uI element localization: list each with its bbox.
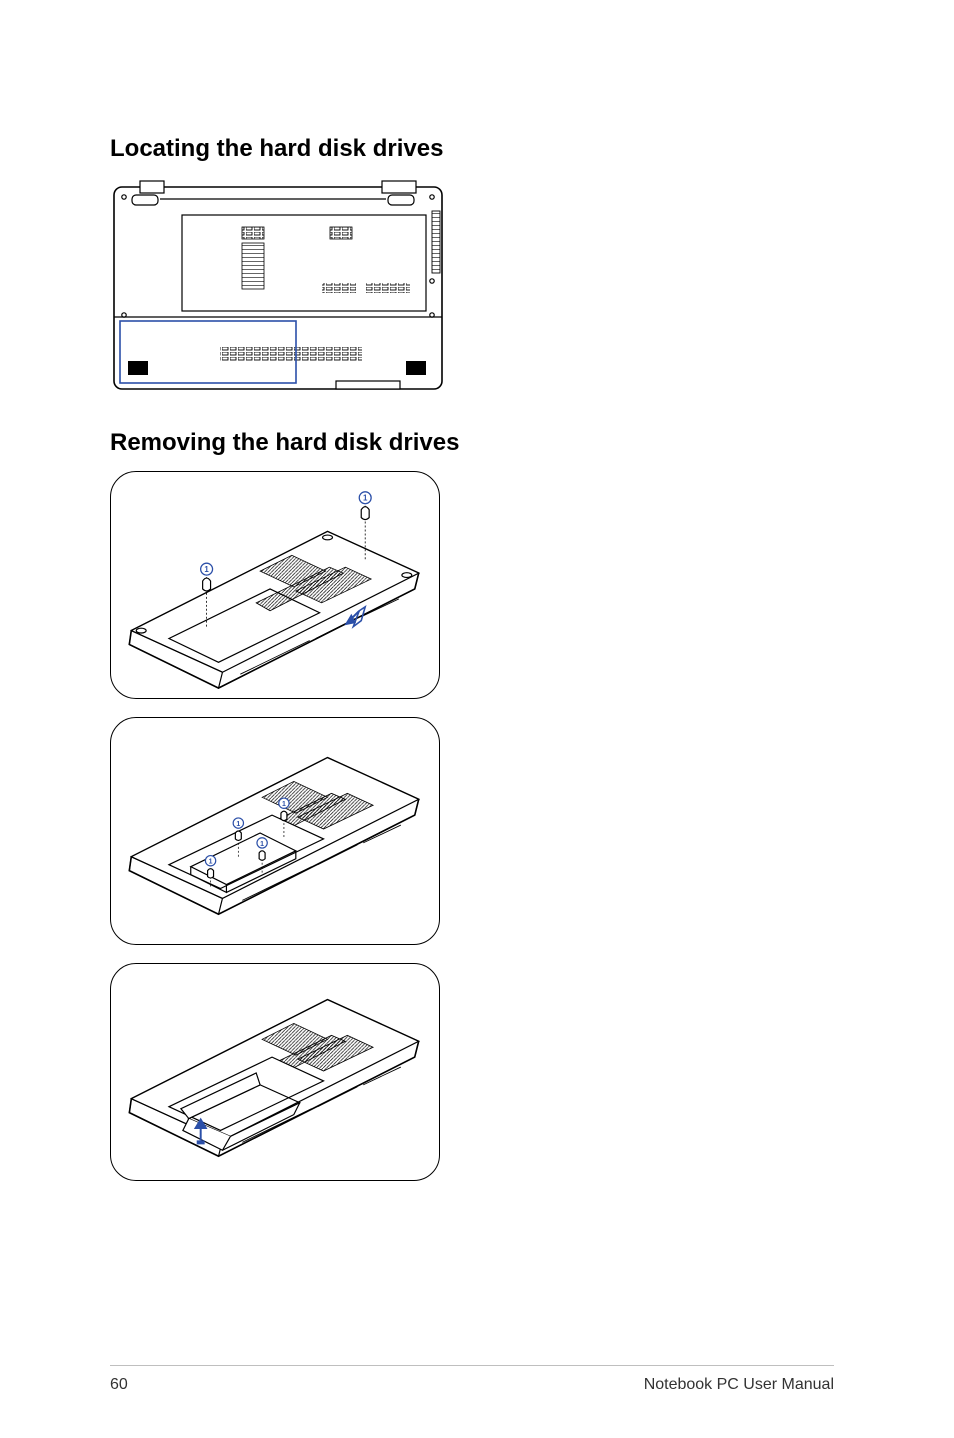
doc-title: Notebook PC User Manual bbox=[644, 1376, 834, 1394]
figure-locate-hdd bbox=[110, 177, 446, 401]
page-number: 60 bbox=[110, 1376, 128, 1394]
svg-text:1: 1 bbox=[204, 565, 209, 574]
page: Locating the hard disk drives bbox=[0, 0, 954, 1438]
page-footer: 60 Notebook PC User Manual bbox=[110, 1365, 834, 1394]
heading-locate: Locating the hard disk drives bbox=[110, 135, 834, 163]
figure-remove-step1: 1 1 bbox=[110, 471, 440, 699]
svg-text:1: 1 bbox=[363, 494, 368, 503]
figure-remove-step3 bbox=[110, 963, 440, 1181]
svg-text:1: 1 bbox=[260, 841, 264, 848]
svg-text:1: 1 bbox=[282, 801, 286, 808]
svg-text:1: 1 bbox=[209, 859, 213, 866]
figure-remove-step2: 1 1 1 1 bbox=[110, 717, 440, 945]
svg-text:1: 1 bbox=[236, 821, 240, 828]
heading-remove: Removing the hard disk drives bbox=[110, 429, 834, 457]
locate-svg bbox=[110, 177, 446, 401]
